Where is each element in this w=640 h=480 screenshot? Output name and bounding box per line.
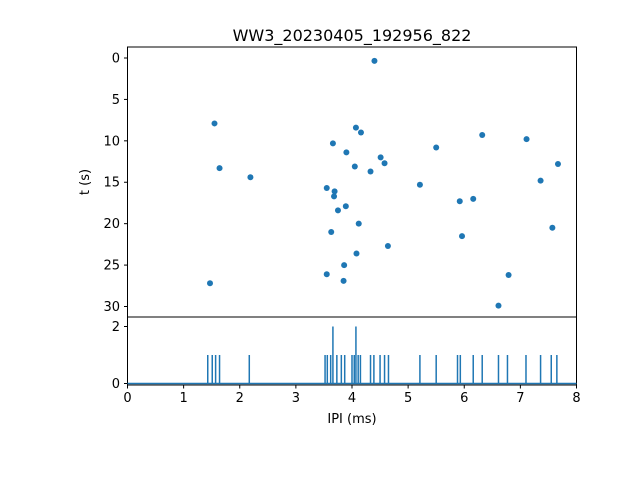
- scatter-point: [328, 228, 335, 235]
- scatter-point: [329, 140, 336, 147]
- axis-ticks: 0 1 2 3 4 5 6 7 8 0 5 10 15 20 25 30 0 2: [103, 52, 580, 407]
- scatter-point: [537, 177, 544, 184]
- tick-label: 0: [112, 377, 120, 392]
- scatter-point: [381, 160, 388, 167]
- tick-label: 0: [112, 52, 120, 67]
- axes-frames: [127, 46, 577, 386]
- tick-label: 1: [179, 391, 187, 406]
- scatter-point: [459, 233, 466, 240]
- scatter-point: [247, 174, 254, 181]
- scatter-point: [323, 185, 330, 192]
- scatter-point: [549, 224, 556, 231]
- tick-label: 3: [292, 391, 300, 406]
- scatter-point: [554, 161, 561, 168]
- scatter-point: [433, 144, 440, 151]
- tick-label: 5: [404, 391, 412, 406]
- scatter-points: [207, 57, 561, 309]
- tick-label: 5: [112, 93, 120, 108]
- tick-label: 30: [103, 300, 120, 315]
- scatter-point: [341, 262, 348, 269]
- tick-label: 25: [103, 259, 120, 274]
- scatter-point: [207, 280, 214, 287]
- tick-label: 0: [123, 391, 131, 406]
- x-axis-label: IPI (ms): [327, 412, 376, 427]
- scatter-point: [470, 195, 477, 202]
- tick-label: 6: [460, 391, 468, 406]
- tick-label: 20: [103, 217, 120, 232]
- y-axis-label: t (s): [78, 169, 93, 195]
- scatter-point: [342, 203, 349, 210]
- chart-title: WW3_20230405_192956_822: [233, 26, 472, 46]
- scatter-point: [377, 154, 384, 161]
- scatter-point: [495, 302, 502, 309]
- scatter-point: [355, 220, 362, 227]
- scatter-point: [352, 124, 359, 131]
- scatter-point: [479, 132, 486, 139]
- scatter-point: [353, 250, 360, 257]
- histogram-lines: [127, 326, 577, 385]
- scatter-point: [323, 271, 330, 278]
- scatter-point: [384, 243, 391, 250]
- tick-label: 7: [516, 391, 524, 406]
- scatter-point: [343, 149, 350, 156]
- scatter-point: [357, 129, 364, 136]
- scatter-point: [331, 193, 338, 200]
- scatter-point: [367, 168, 374, 175]
- scatter-point: [456, 198, 463, 205]
- scatter-point: [211, 120, 218, 127]
- scatter-point: [523, 136, 530, 143]
- scatter-point: [331, 188, 338, 195]
- scatter-point: [371, 57, 378, 64]
- tick-label: 2: [236, 391, 244, 406]
- scatter-point: [340, 277, 347, 284]
- tick-label: 10: [103, 134, 120, 149]
- scatter-point: [351, 163, 358, 170]
- tick-label: 2: [112, 320, 120, 335]
- scatter-point: [505, 272, 512, 279]
- tick-label: 8: [572, 391, 580, 406]
- scatter-point: [216, 165, 223, 172]
- tick-label: 15: [103, 176, 120, 191]
- scatter-point: [334, 207, 341, 214]
- scatter-point: [416, 181, 423, 188]
- tick-label: 4: [348, 391, 356, 406]
